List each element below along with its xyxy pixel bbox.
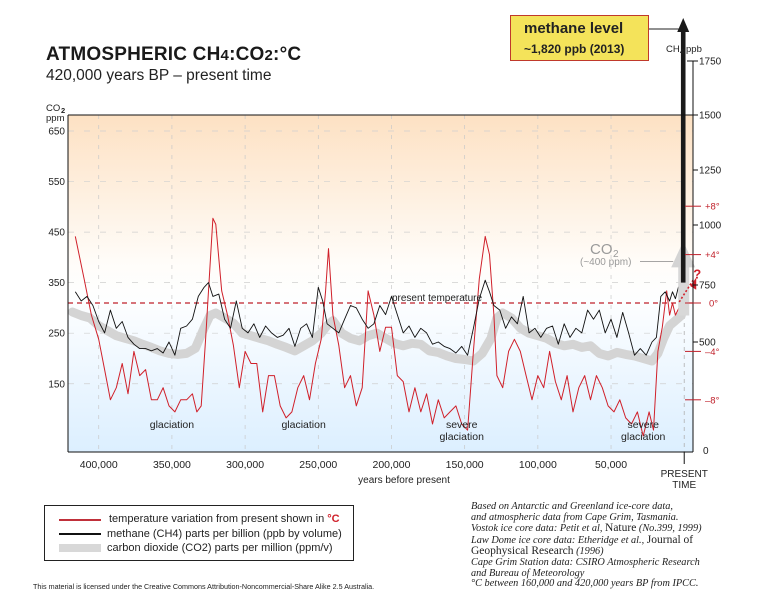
severe-glaciation-label: glaciation — [621, 431, 666, 443]
co2-series-layer — [67, 302, 693, 366]
co2-arrow-shaft — [678, 263, 690, 316]
ch4-tick-label: 1750 — [699, 57, 722, 68]
severe-glaciation-label: severe — [627, 419, 659, 431]
source-line: Cape Grim Station data: CSIRO Atmospheri… — [471, 556, 700, 568]
glaciation-label: glaciation — [281, 419, 326, 431]
legend-swatch-co2 — [59, 544, 101, 552]
source-line: °C between 160,000 and 420,000 years BP … — [471, 578, 699, 590]
source-text: Vostok ice core data: Petit et al, — [471, 523, 606, 535]
ch4-tick-label: 1000 — [699, 221, 722, 232]
severe-glaciation-label: severe — [446, 419, 478, 431]
x-tick-label: 50,000 — [595, 459, 627, 471]
page-subtitle: 420,000 years BP – present time — [46, 67, 272, 84]
ch4-axis-label: CH — [666, 44, 680, 55]
callout-value: ~1,820 ppb (2013) — [524, 42, 625, 56]
legend-item-temperature: temperature variation from present shown… — [45, 513, 353, 527]
ch4-tick-label: 500 — [699, 338, 716, 349]
methane-series-line — [74, 279, 682, 356]
title-part: :°C — [273, 44, 302, 65]
co2-tick-label: 250 — [48, 329, 65, 340]
x-tick-label: 250,000 — [299, 459, 337, 471]
x-tick-label: 400,000 — [80, 459, 118, 471]
legend-item-co2: carbon dioxide (CO2) parts per million (… — [45, 542, 353, 556]
co2-axis-label-subscript: 2 — [61, 106, 65, 115]
axes — [67, 60, 701, 464]
legend-label: methane (CH4) parts per billion (ppb by … — [107, 528, 342, 540]
legend-label-emphasis: °C — [327, 513, 340, 525]
source-text: Law Dome ice core data: Etheridge et al.… — [471, 534, 647, 546]
present-time-label: PRESENT — [661, 469, 708, 480]
temperature-series-line — [74, 217, 685, 437]
source-line: Law Dome ice core data: Etheridge et al.… — [471, 533, 771, 547]
title-subscript: 2 — [264, 47, 274, 64]
temperature-forecast-arrow — [678, 279, 694, 303]
source-journal: Geophysical Research — [471, 545, 574, 558]
co2-tick-label: 350 — [48, 278, 65, 289]
methane-arrow-head — [677, 18, 690, 32]
page-title: ATMOSPHERIC CH4:CO2:°C — [46, 44, 301, 66]
source-journal: Journal of — [646, 533, 694, 546]
source-line: Vostok ice core data: Petit et al, Natur… — [471, 522, 771, 535]
present-temperature-label: present temperature — [392, 293, 482, 304]
legend-label-text: temperature variation from present shown… — [109, 513, 328, 525]
co2-tick-label: 150 — [48, 379, 65, 390]
x-tick-label: 200,000 — [372, 459, 410, 471]
license-note: This material is licensed under the Crea… — [33, 582, 375, 591]
co2-tick-label: 650 — [48, 127, 65, 138]
ch4-tick-label: 0 — [703, 446, 709, 457]
ch4-tick-label: 1250 — [699, 166, 722, 177]
title-part: :CO — [229, 44, 265, 65]
title-part: ATMOSPHERIC CH — [46, 44, 221, 65]
legend-item-methane: methane (CH4) parts per billion (ppb by … — [45, 528, 353, 542]
temperature-tick-label: –4° — [705, 347, 720, 358]
co2-tick-label: 450 — [48, 228, 65, 239]
co2-annotation-value: (~400 ppm) — [580, 257, 631, 268]
co2-axis-unit: ppm — [46, 113, 65, 124]
plot-background — [68, 115, 693, 452]
source-line: and Bureau of Meteorology — [471, 567, 585, 579]
x-tick-label: 150,000 — [446, 459, 484, 471]
temperature-series-layer — [74, 217, 685, 437]
source-line: Based on Antarctic and Greenland ice-cor… — [471, 501, 673, 512]
x-tick-label: 300,000 — [226, 459, 264, 471]
source-text: (No.399, 1999) — [636, 523, 702, 535]
severe-glaciation-label: glaciation — [440, 431, 485, 443]
data-sources: Based on Antarctic and Greenland ice-cor… — [471, 501, 771, 590]
co2-series-line — [67, 307, 686, 366]
legend: temperature variation from present shown… — [44, 505, 354, 561]
temperature-tick-label: –8° — [705, 395, 720, 406]
legend-label: temperature variation from present shown… — [109, 513, 340, 525]
glaciation-label: glaciation — [150, 419, 195, 431]
methane-arrow-shaft — [680, 30, 686, 283]
legend-label: carbon dioxide (CO2) parts per million (… — [107, 542, 333, 554]
source-text: (1996) — [573, 546, 604, 558]
present-time-label: TIME — [672, 480, 696, 491]
ch4-tick-label: 750 — [699, 281, 716, 292]
co2-axis-label: CO — [46, 103, 60, 114]
source-line: and atmospheric data from Cape Grim, Tas… — [471, 511, 679, 523]
x-tick-label: 100,000 — [519, 459, 557, 471]
x-tick-label: 350,000 — [153, 459, 191, 471]
legend-swatch-temperature — [59, 519, 101, 521]
temperature-tick-label: +4° — [705, 250, 720, 261]
methane-level-callout: methane level ~1,820 ppb (2013) — [510, 15, 649, 61]
source-line: Geophysical Research (1996) — [471, 546, 771, 558]
legend-swatch-methane — [59, 533, 101, 535]
callout-title: methane level — [524, 20, 624, 37]
ch4-axis-label-subscript: 4 — [680, 47, 685, 56]
temperature-tick-label: +8° — [705, 202, 720, 213]
source-journal: Nature — [605, 522, 637, 535]
title-subscript: 4 — [220, 47, 230, 64]
x-axis-title: years before present — [358, 475, 450, 486]
ch4-axis-unit: ppb — [686, 44, 702, 55]
co2-annotation-title: CO — [590, 241, 613, 258]
co2-annotation-subscript: 2 — [613, 249, 619, 260]
ch4-tick-label: 1500 — [699, 111, 722, 122]
question-mark: ? — [693, 266, 701, 281]
co2-tick-label: 550 — [48, 177, 65, 188]
temperature-tick-label: 0° — [709, 299, 718, 310]
